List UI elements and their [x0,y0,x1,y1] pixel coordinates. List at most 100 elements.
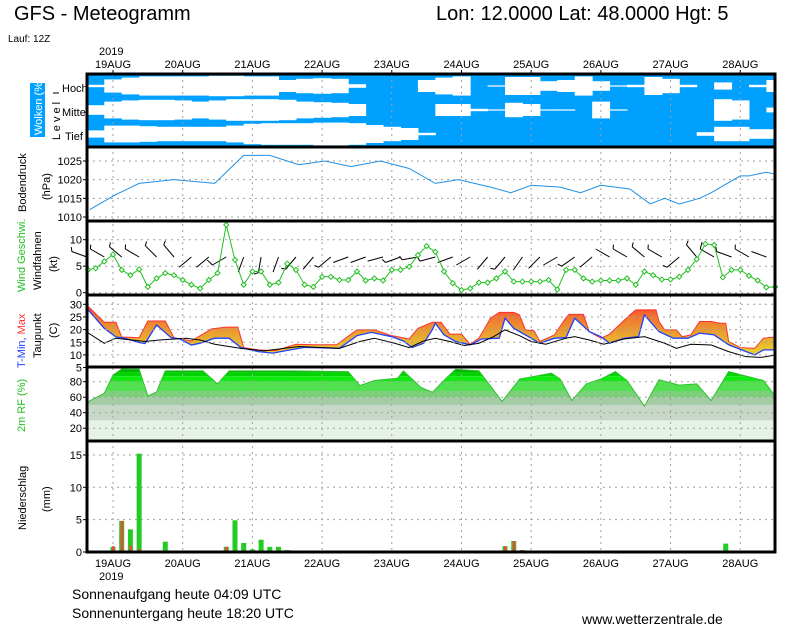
wind-speed-point [606,277,613,284]
wind-barb-shaft [385,256,401,263]
precip-convective-bar [112,546,115,552]
wind-speed-point [249,268,256,275]
cloud-clear-high [226,75,245,97]
precip-tick-label: 0 [76,547,82,559]
bottom-date-label: 28AUG [722,558,758,570]
wind-speed-point [144,283,152,291]
wind-speed-point [597,277,605,284]
wind-speed-point [536,278,544,285]
wind-barb-shaft [109,246,123,258]
wind-barb-shaft [716,251,732,258]
wind-speed-point [327,273,335,281]
wind-barb-feather [144,241,148,246]
top-date-label: 25AUG [513,59,549,71]
temp-tick-label: 20 [70,325,82,337]
precip-convective-bar [512,541,516,552]
page-title: GFS - Meteogramm [14,3,191,25]
wind-barb-feather [108,242,111,247]
sunrise-text: Sonnenaufgang heute 04:09 UTC [72,586,281,602]
wind-speed-point [615,277,622,284]
wind-barb-shaft [402,256,419,261]
wind-speed-point [519,278,526,285]
run-label: Lauf: 12Z [8,34,50,45]
cloud-clear-high [487,85,506,87]
wind-barb [734,244,750,258]
precip-total-bar [136,453,142,552]
wind-speed-point [676,273,683,281]
precip-convective-bar [225,546,228,552]
wind-speed-point [318,273,326,281]
bottom-date-label: 19AUG [95,558,131,570]
cloud-level-mid: Mittel [62,107,88,119]
wind-speed-point [475,279,483,286]
pressure-tick-label: 1015 [58,193,82,205]
rh-tick-label: 60 [70,392,82,404]
wind-barb-feather [631,242,634,247]
cloud-axis-title: Wolken (%) [33,78,45,135]
cloud-clear-low [400,128,419,140]
bottom-date-label: 27AUG [653,558,689,570]
tmax-line [86,304,776,352]
wind-speed-point [388,266,395,274]
wind-barb [381,256,401,263]
cloud-clear-low [714,126,733,142]
wind-speed-point [466,285,474,292]
wind-barb [751,251,767,258]
cloud-clear-mid [87,105,105,115]
wind-barb-shaft [163,244,175,258]
cloud-clear-mid [766,107,776,113]
rh-area [87,368,775,441]
wind-barb-shaft [144,245,157,258]
top-date-label: 24AUG [443,59,479,71]
precip-total-bar [276,546,282,552]
wind-barb [557,256,576,267]
wind-barb-shaft [419,256,436,262]
wind-barb [476,256,488,270]
wind-barb-shaft [237,256,245,273]
wind-barb-feather [163,240,166,245]
website-link[interactable]: www.wetterzentrale.de [581,611,723,625]
wind-barb [302,256,314,270]
cloud-label-box [30,83,45,137]
wind-barb [314,256,332,268]
cloud-clear-mid [156,99,175,121]
wind-speed-point [728,266,735,274]
precip-total-bar [723,543,729,552]
location-info: Lon: 12.0000 Lat: 48.0000 Hgt: 5 [436,3,728,25]
wind-speed-title: Wind Geschwi. [16,219,28,292]
precip-convective-bar [120,520,124,552]
wind-speed-point [719,274,727,281]
wind-speed-point [397,266,404,274]
cloud-clear-mid [261,99,280,121]
temp-tick-label: 25 [70,312,82,324]
wind-speed-point [414,251,422,259]
wind-barb-shaft [257,256,262,273]
wind-barb-shaft [543,256,558,266]
top-date-label: 21AUG [234,59,270,71]
cloud-clear-low [748,129,767,139]
wind-barb-shaft [367,256,384,262]
wind-speed-point [432,248,439,256]
cloud-clear-low [766,129,776,139]
wind-speed-point [310,283,317,291]
wind-barb-feather [699,241,703,250]
precip-total-bar [267,546,273,552]
wind-barb-shaft [700,248,715,258]
wind-speed-point [336,276,343,284]
cloud-clear-high [208,75,227,97]
wind-barb [333,256,349,263]
cloud-clear-low [278,123,297,145]
wind-speed-point [362,277,369,284]
wind-speed-point [223,221,230,229]
wind-speed-point [493,275,500,282]
cloud-clear-low [87,130,105,138]
top-date-label: 28AUG [722,59,758,71]
rh-axis-title: 2m RF (%) [16,379,28,432]
cloud-clear-mid [557,109,576,111]
wind-barb-shaft [751,251,767,258]
wind-speed-point [684,266,692,274]
cloud-clear-high [87,84,105,88]
wind-speed-point [449,279,456,287]
wind-barb [595,248,610,258]
wind-barb [272,256,279,273]
